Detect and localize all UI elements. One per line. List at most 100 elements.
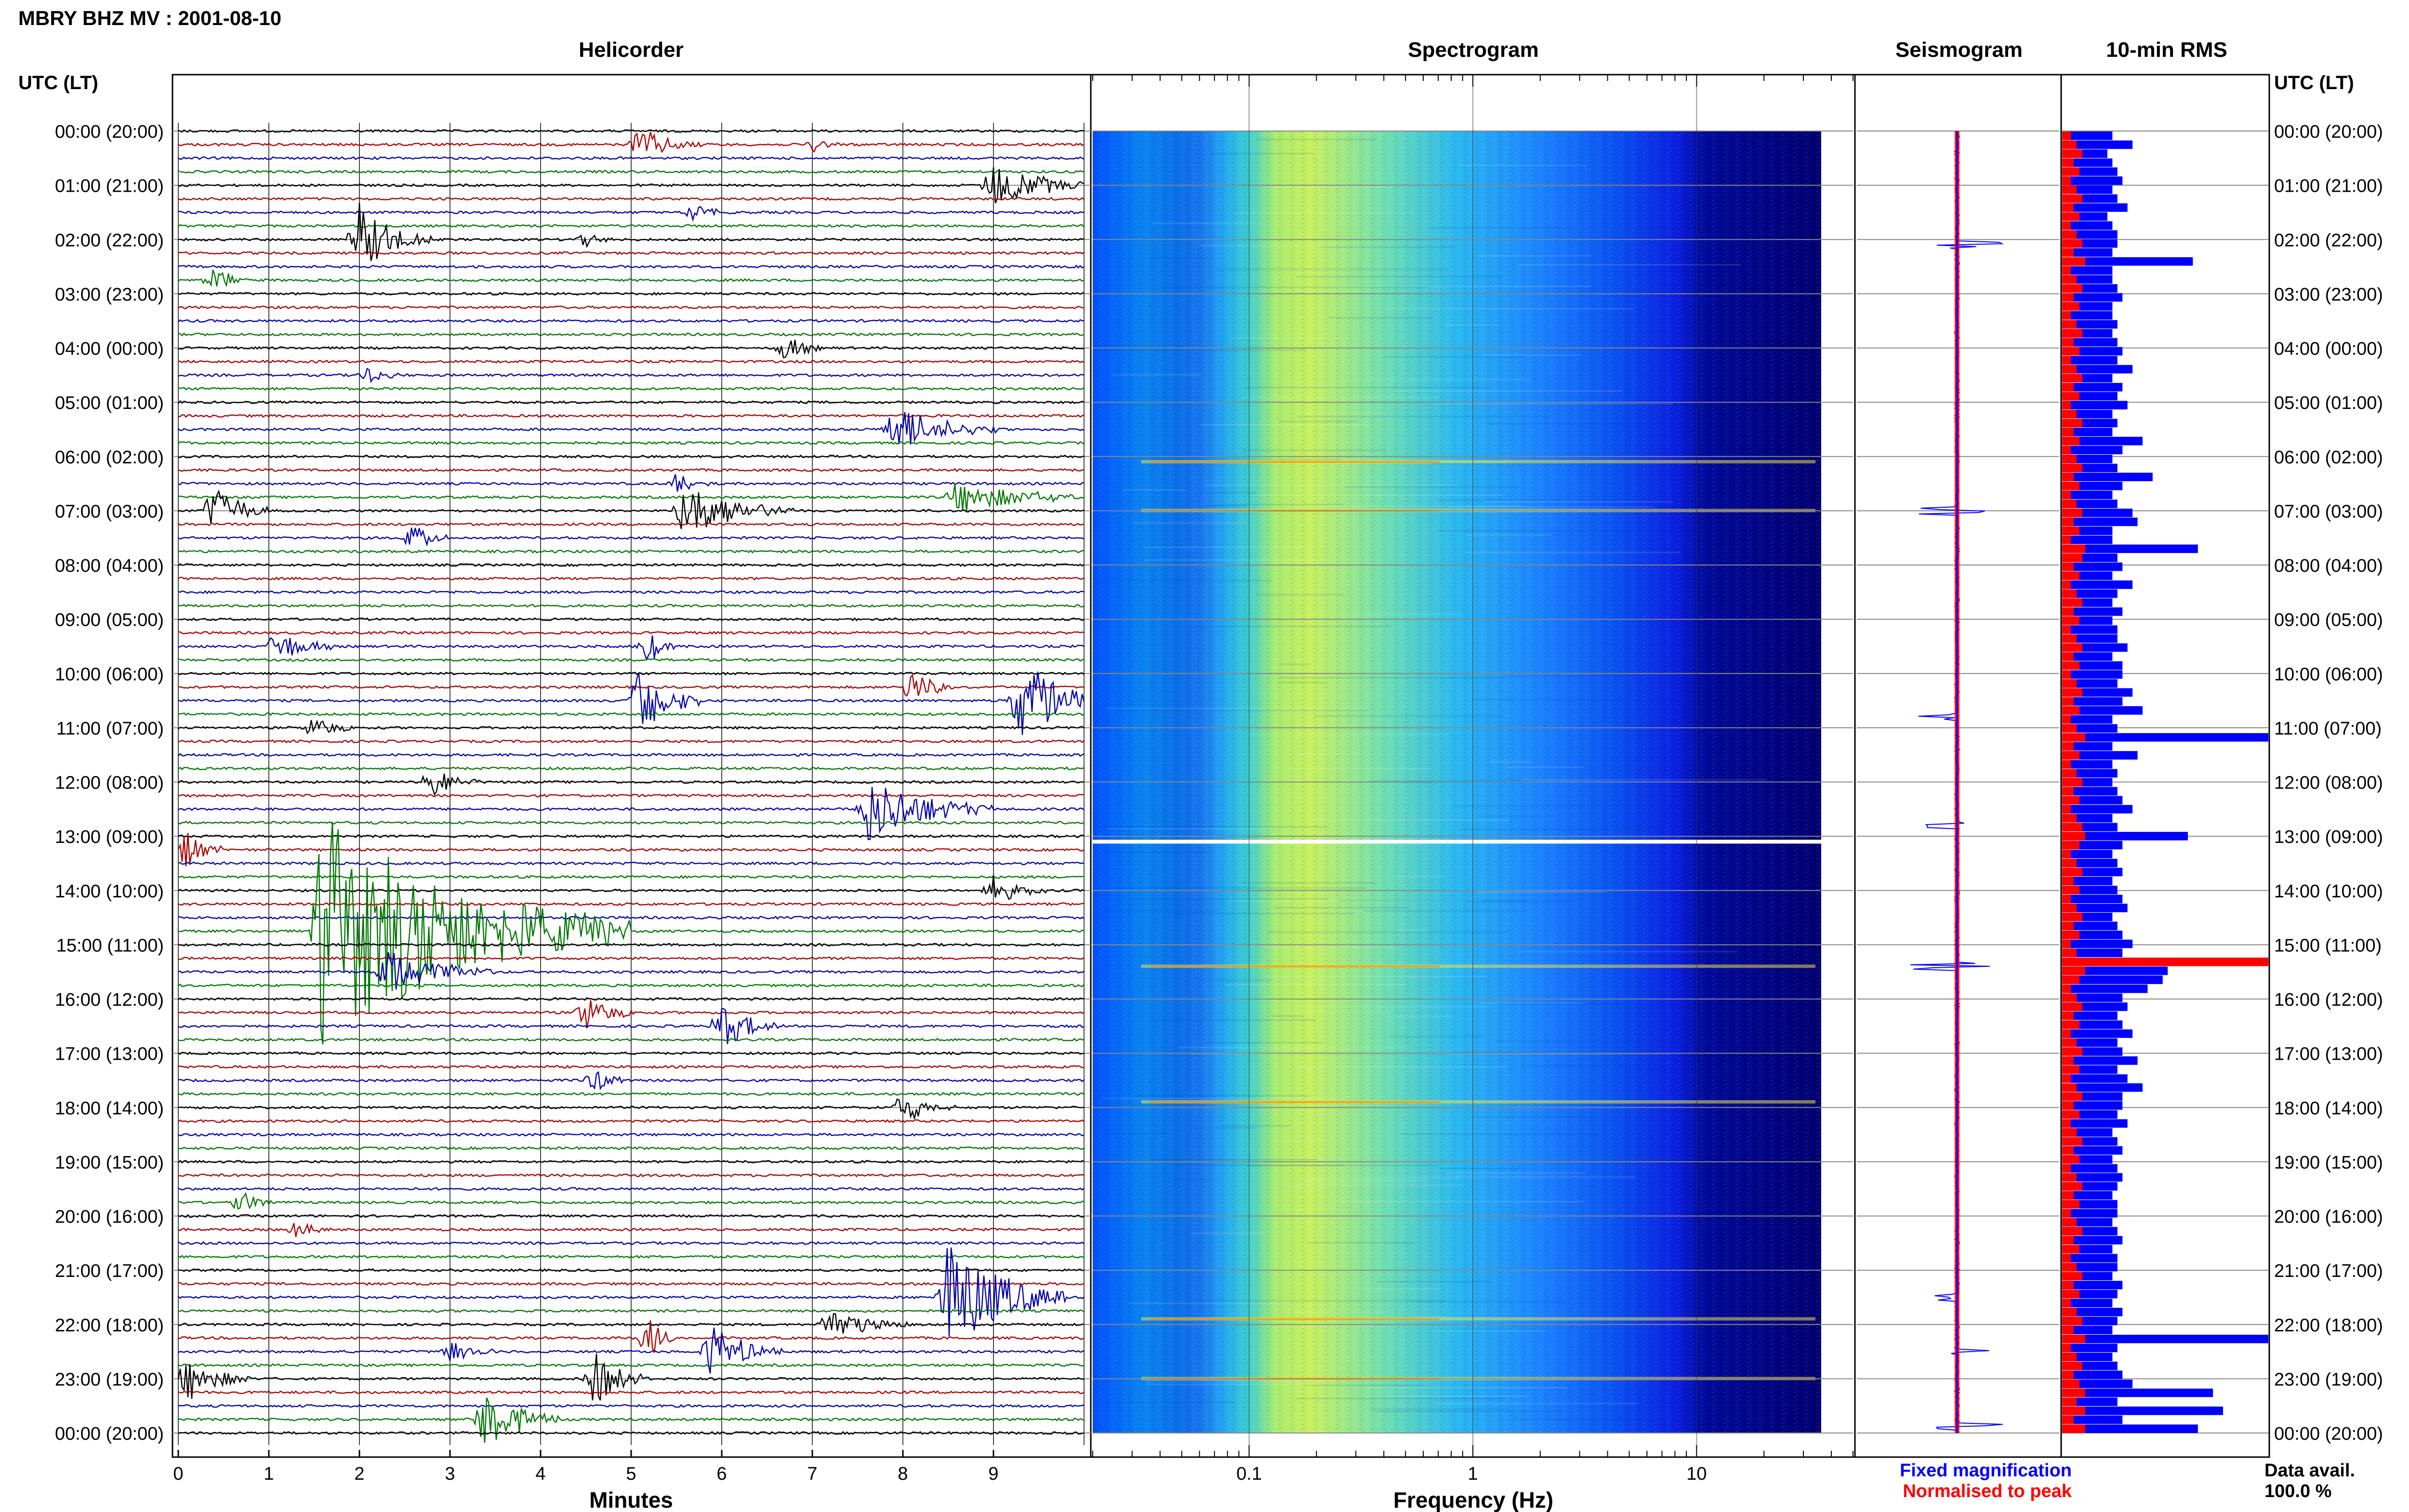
rms-bar-normalised [2062, 571, 2079, 580]
spectrogram-streak [1470, 1116, 1587, 1118]
rms-bar-normalised [2062, 1047, 2082, 1056]
spectrogram-streak [1278, 682, 1325, 684]
spectrogram-bright-band [1141, 1317, 1815, 1321]
rms-bar-normalised [2062, 598, 2082, 607]
rms-bar-normalised [2062, 1101, 2074, 1110]
time-tick-right: 01:00 (21:00) [2274, 176, 2383, 197]
helicorder-trace-line [178, 1320, 1085, 1353]
rms-bar-fixed [2062, 1388, 2213, 1397]
helicorder-trace-line [177, 1354, 1085, 1401]
rms-bar-normalised [2062, 382, 2074, 392]
rms-bars [2062, 131, 2268, 1433]
spectrogram-streak [1206, 492, 1257, 494]
rms-bar-fixed [2062, 1407, 2224, 1415]
rms-bar-fixed [2062, 428, 2113, 436]
spectrogram-streak [1490, 761, 1532, 763]
rms-bar-normalised [2062, 697, 2074, 706]
time-tick-left: 18:00 (14:00) [55, 1098, 164, 1118]
time-tick-right: 13:00 (09:00) [2274, 827, 2383, 847]
rms-bar-fixed [2062, 984, 2148, 993]
helicorder-trace-line [178, 820, 1085, 825]
time-tick-left: 05:00 (01:00) [55, 393, 164, 413]
spectrogram-bright-band [1141, 964, 1815, 968]
helicorder-trace-line [178, 673, 1085, 697]
spectrogram-streak [1296, 613, 1463, 615]
spectrogram-streak [1268, 186, 1393, 188]
rms-bar-normalised [2062, 796, 2079, 805]
time-tick-left: 20:00 (16:00) [55, 1207, 164, 1227]
time-tick-left: 23:00 (19:00) [55, 1369, 164, 1390]
spectrogram-streak [1385, 308, 1634, 310]
spectrogram-streak [1288, 768, 1432, 770]
spectrogram-streak [1188, 625, 1392, 627]
rms-bar-normalised [2062, 1056, 2074, 1065]
helicorder-trace-line [178, 671, 1085, 735]
spectrogram-streak [1104, 851, 1210, 853]
rms-bar-fixed [2062, 1326, 2113, 1334]
spectrogram-streak [1150, 459, 1340, 460]
helicorder-trace-line [178, 1363, 1085, 1367]
time-tick-left: 08:00 (04:00) [55, 556, 164, 576]
rms-bar-fixed [2062, 1370, 2123, 1380]
frequency-tick-label: 1 [1468, 1464, 1478, 1484]
rms-bar-normalised [2062, 1326, 2074, 1334]
spectrogram-streak [1191, 1233, 1264, 1235]
spectrogram-streak [1176, 1164, 1345, 1166]
minute-tick-label: 8 [898, 1464, 908, 1484]
rms-bar-normalised [2062, 1191, 2074, 1200]
rms-bar-normalised [2062, 1119, 2071, 1128]
helicorder-trace-line [178, 1214, 1085, 1218]
rms-bar-fixed [2062, 580, 2133, 589]
rms-bar-normalised [2062, 1397, 2077, 1407]
helicorder-trace-line [178, 1173, 1085, 1178]
spectrogram-streak [1242, 396, 1440, 398]
rms-bar-normalised [2062, 1092, 2082, 1101]
spectrogram-streak [1205, 505, 1247, 507]
frequency-tick-label: 10 [1686, 1464, 1707, 1484]
helicorder-trace-line [178, 861, 1085, 866]
rms-bar-fixed [2062, 562, 2123, 571]
spectrogram-streak [1385, 1395, 1529, 1397]
spectrogram-streak [1221, 1125, 1290, 1127]
rms-bar-fixed [2062, 1074, 2128, 1083]
helicorder-trace-line [178, 1000, 1085, 1028]
rms-bar-normalised [2062, 832, 2085, 841]
rms-bar-normalised [2062, 553, 2082, 562]
rms-bar-normalised [2062, 939, 2071, 948]
rms-bar-normalised [2062, 248, 2074, 257]
helicorder-trace-line [178, 522, 1085, 526]
helicorder-trace-line [178, 1397, 1085, 1443]
rms-bar-fixed [2062, 1424, 2198, 1433]
minute-tick-label: 5 [626, 1464, 636, 1484]
spectrogram-streak [1231, 337, 1350, 339]
time-tick-right: 04:00 (00:00) [2274, 339, 2383, 359]
helicorder-trace-line [178, 167, 1085, 204]
rms-bar-normalised [2062, 958, 2268, 966]
spectrogram-bright-core [1151, 1318, 1440, 1320]
spectrogram-streak [1244, 386, 1489, 388]
helicorder-trace-line [178, 264, 1085, 269]
rms-bar-normalised [2062, 868, 2082, 877]
rms-bar-normalised [2062, 1308, 2077, 1316]
rms-bar-normalised [2062, 1146, 2074, 1155]
rms-bar-fixed [2062, 1191, 2113, 1200]
rms-bar-fixed [2062, 356, 2118, 365]
spectrogram-streak [1518, 951, 1737, 953]
helicorder-trace-line [178, 251, 1085, 255]
spectrogram-streak [1225, 984, 1406, 986]
helicorder-trace-line [178, 206, 1085, 222]
rms-bar-normalised [2062, 1262, 2077, 1272]
spectrogram-streak [1477, 255, 1592, 257]
rms-bar-normalised [2062, 257, 2085, 266]
rms-bar-normalised [2062, 1200, 2079, 1209]
rms-bar-fixed [2062, 805, 2133, 814]
rms-bar-fixed [2062, 832, 2188, 841]
rms-bar-normalised [2062, 185, 2077, 194]
rms-bar-normalised [2062, 463, 2082, 473]
spectrogram-streak [1297, 276, 1502, 277]
right-time-axis-label: UTC (LT) [2274, 72, 2354, 93]
helicorder-trace-line [178, 1268, 1085, 1273]
helicorder-trace-line [178, 875, 1085, 900]
rms-bar-normalised [2062, 751, 2079, 760]
station-title: MBRY BHZ MV : 2001-08-10 [18, 7, 281, 29]
